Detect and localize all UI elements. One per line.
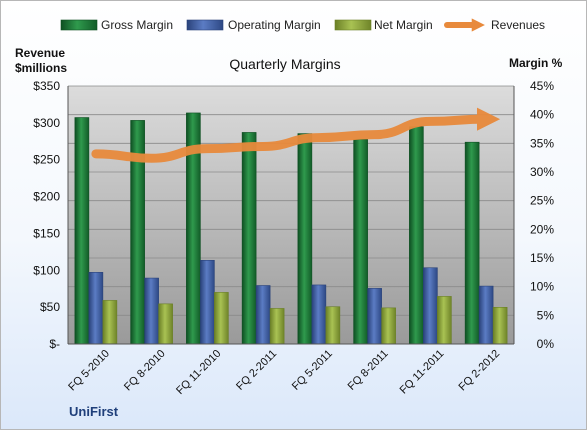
y-right-tick-label: 25%: [530, 194, 554, 208]
x-tick-label: FQ 2-2012: [457, 348, 503, 394]
y-left-tick-label: $-: [49, 337, 60, 351]
x-tick-label: FQ 8-2010: [122, 348, 168, 394]
legend-swatch-gross-margin: [61, 20, 97, 30]
y-left-tick-label: $150: [33, 226, 60, 240]
y-right-tick-label: 35%: [530, 136, 554, 150]
y-left-tick-labels: $- $50 $100 $150 $200 $250 $300 $350: [33, 79, 60, 351]
y-left-axis-title-line1: Revenue: [15, 46, 65, 60]
legend-label-revenues: Revenues: [491, 18, 545, 32]
bar-gross-margin: [242, 132, 256, 344]
bar-gross-margin: [75, 118, 89, 344]
y-right-tick-label: 15%: [530, 251, 554, 265]
y-right-tick-label: 40%: [530, 108, 554, 122]
legend-label-gross-margin: Gross Margin: [101, 18, 173, 32]
bar-net-margin: [326, 307, 340, 344]
bar-operating-margin: [368, 288, 382, 344]
bar-operating-margin: [200, 260, 214, 344]
y-left-tick-label: $300: [33, 116, 60, 130]
x-tick-label: FQ 11-2010: [174, 348, 223, 397]
bar-net-margin: [493, 307, 507, 344]
y-left-tick-label: $350: [33, 79, 60, 93]
x-tick-label: FQ 11-2011: [398, 348, 447, 397]
y-right-tick-label: 10%: [530, 280, 554, 294]
company-name: UniFirst: [69, 404, 119, 419]
legend-swatch-operating-margin: [187, 20, 223, 30]
x-tick-label: FQ 5-2010: [66, 348, 112, 394]
y-left-axis-title-line2: $millions: [15, 61, 67, 75]
bar-gross-margin: [354, 139, 368, 344]
bar-net-margin: [270, 308, 284, 344]
y-left-tick-label: $50: [40, 300, 60, 314]
bar-net-margin: [103, 300, 117, 344]
legend-swatch-net-margin: [335, 20, 371, 30]
x-tick-label: FQ 8-2011: [346, 348, 391, 393]
bar-operating-margin: [423, 268, 437, 344]
y-left-tick-label: $100: [33, 263, 60, 277]
bar-net-margin: [214, 292, 228, 344]
y-left-tick-label: $200: [33, 190, 60, 204]
bar-operating-margin: [89, 272, 103, 344]
bar-operating-margin: [256, 286, 270, 344]
y-right-tick-label: 5%: [537, 308, 555, 322]
y-right-tick-label: 30%: [530, 165, 554, 179]
y-right-tick-label: 20%: [530, 222, 554, 236]
legend: Gross Margin Operating Margin Net Margin…: [61, 18, 545, 32]
x-tick-label: FQ 2-2011: [234, 348, 279, 393]
y-left-tick-label: $250: [33, 153, 60, 167]
bar-operating-margin: [145, 278, 159, 344]
bar-operating-margin: [312, 285, 326, 344]
legend-label-operating-margin: Operating Margin: [228, 18, 321, 32]
y-right-tick-label: 0%: [537, 337, 555, 351]
x-tick-label: FQ 5-2011: [290, 348, 335, 393]
bar-gross-margin: [409, 127, 423, 344]
bar-net-margin: [159, 304, 173, 344]
bar-net-margin: [382, 308, 396, 344]
bar-operating-margin: [479, 286, 493, 344]
y-right-axis-title: Margin %: [509, 56, 563, 70]
chart-title: Quarterly Margins: [229, 56, 340, 72]
y-right-tick-label: 45%: [530, 79, 554, 93]
bar-gross-margin: [465, 142, 479, 344]
bar-net-margin: [437, 296, 451, 344]
legend-label-net-margin: Net Margin: [374, 18, 433, 32]
y-right-tick-labels: 0% 5% 10% 15% 20% 25% 30% 35% 40% 45%: [530, 79, 554, 351]
bar-gross-margin: [298, 134, 312, 344]
